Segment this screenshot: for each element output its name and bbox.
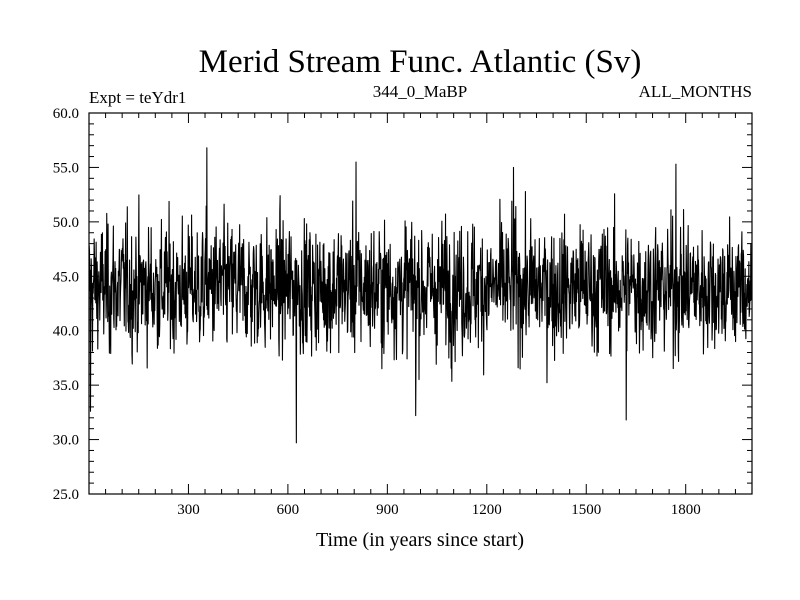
x-tick-label: 1500 — [571, 502, 601, 518]
y-tick-label: 40.0 — [53, 324, 79, 340]
x-tick-label: 900 — [376, 502, 399, 518]
y-tick-label: 25.0 — [53, 487, 79, 503]
x-tick-label: 1200 — [472, 502, 502, 518]
months-label: ALL_MONTHS — [639, 82, 752, 101]
x-tick-label: 600 — [277, 502, 300, 518]
y-tick-label: 30.0 — [53, 433, 79, 449]
x-tick-label: 300 — [177, 502, 200, 518]
y-tick-label: 55.0 — [53, 160, 79, 176]
y-tick-label: 60.0 — [53, 106, 79, 122]
y-tick-label: 35.0 — [53, 378, 79, 394]
experiment-label: Expt = teYdr1 — [89, 88, 186, 107]
x-axis-label: Time (in years since start) — [316, 529, 524, 551]
series-layer — [88, 147, 753, 444]
chart-title: Merid Stream Func. Atlantic (Sv) — [199, 44, 642, 80]
y-tick-label: 45.0 — [53, 269, 79, 285]
x-tick-label: 1800 — [671, 502, 701, 518]
period-label: 344_0_MaBP — [373, 82, 467, 101]
tick-labels-layer: 300 600 900 1200 1500 1800 25.0 30.0 35.0 40.0 45.… — [53, 106, 701, 518]
plot-frame — [88, 112, 753, 495]
y-tick-label: 50.0 — [53, 215, 79, 231]
series-line — [88, 147, 753, 444]
